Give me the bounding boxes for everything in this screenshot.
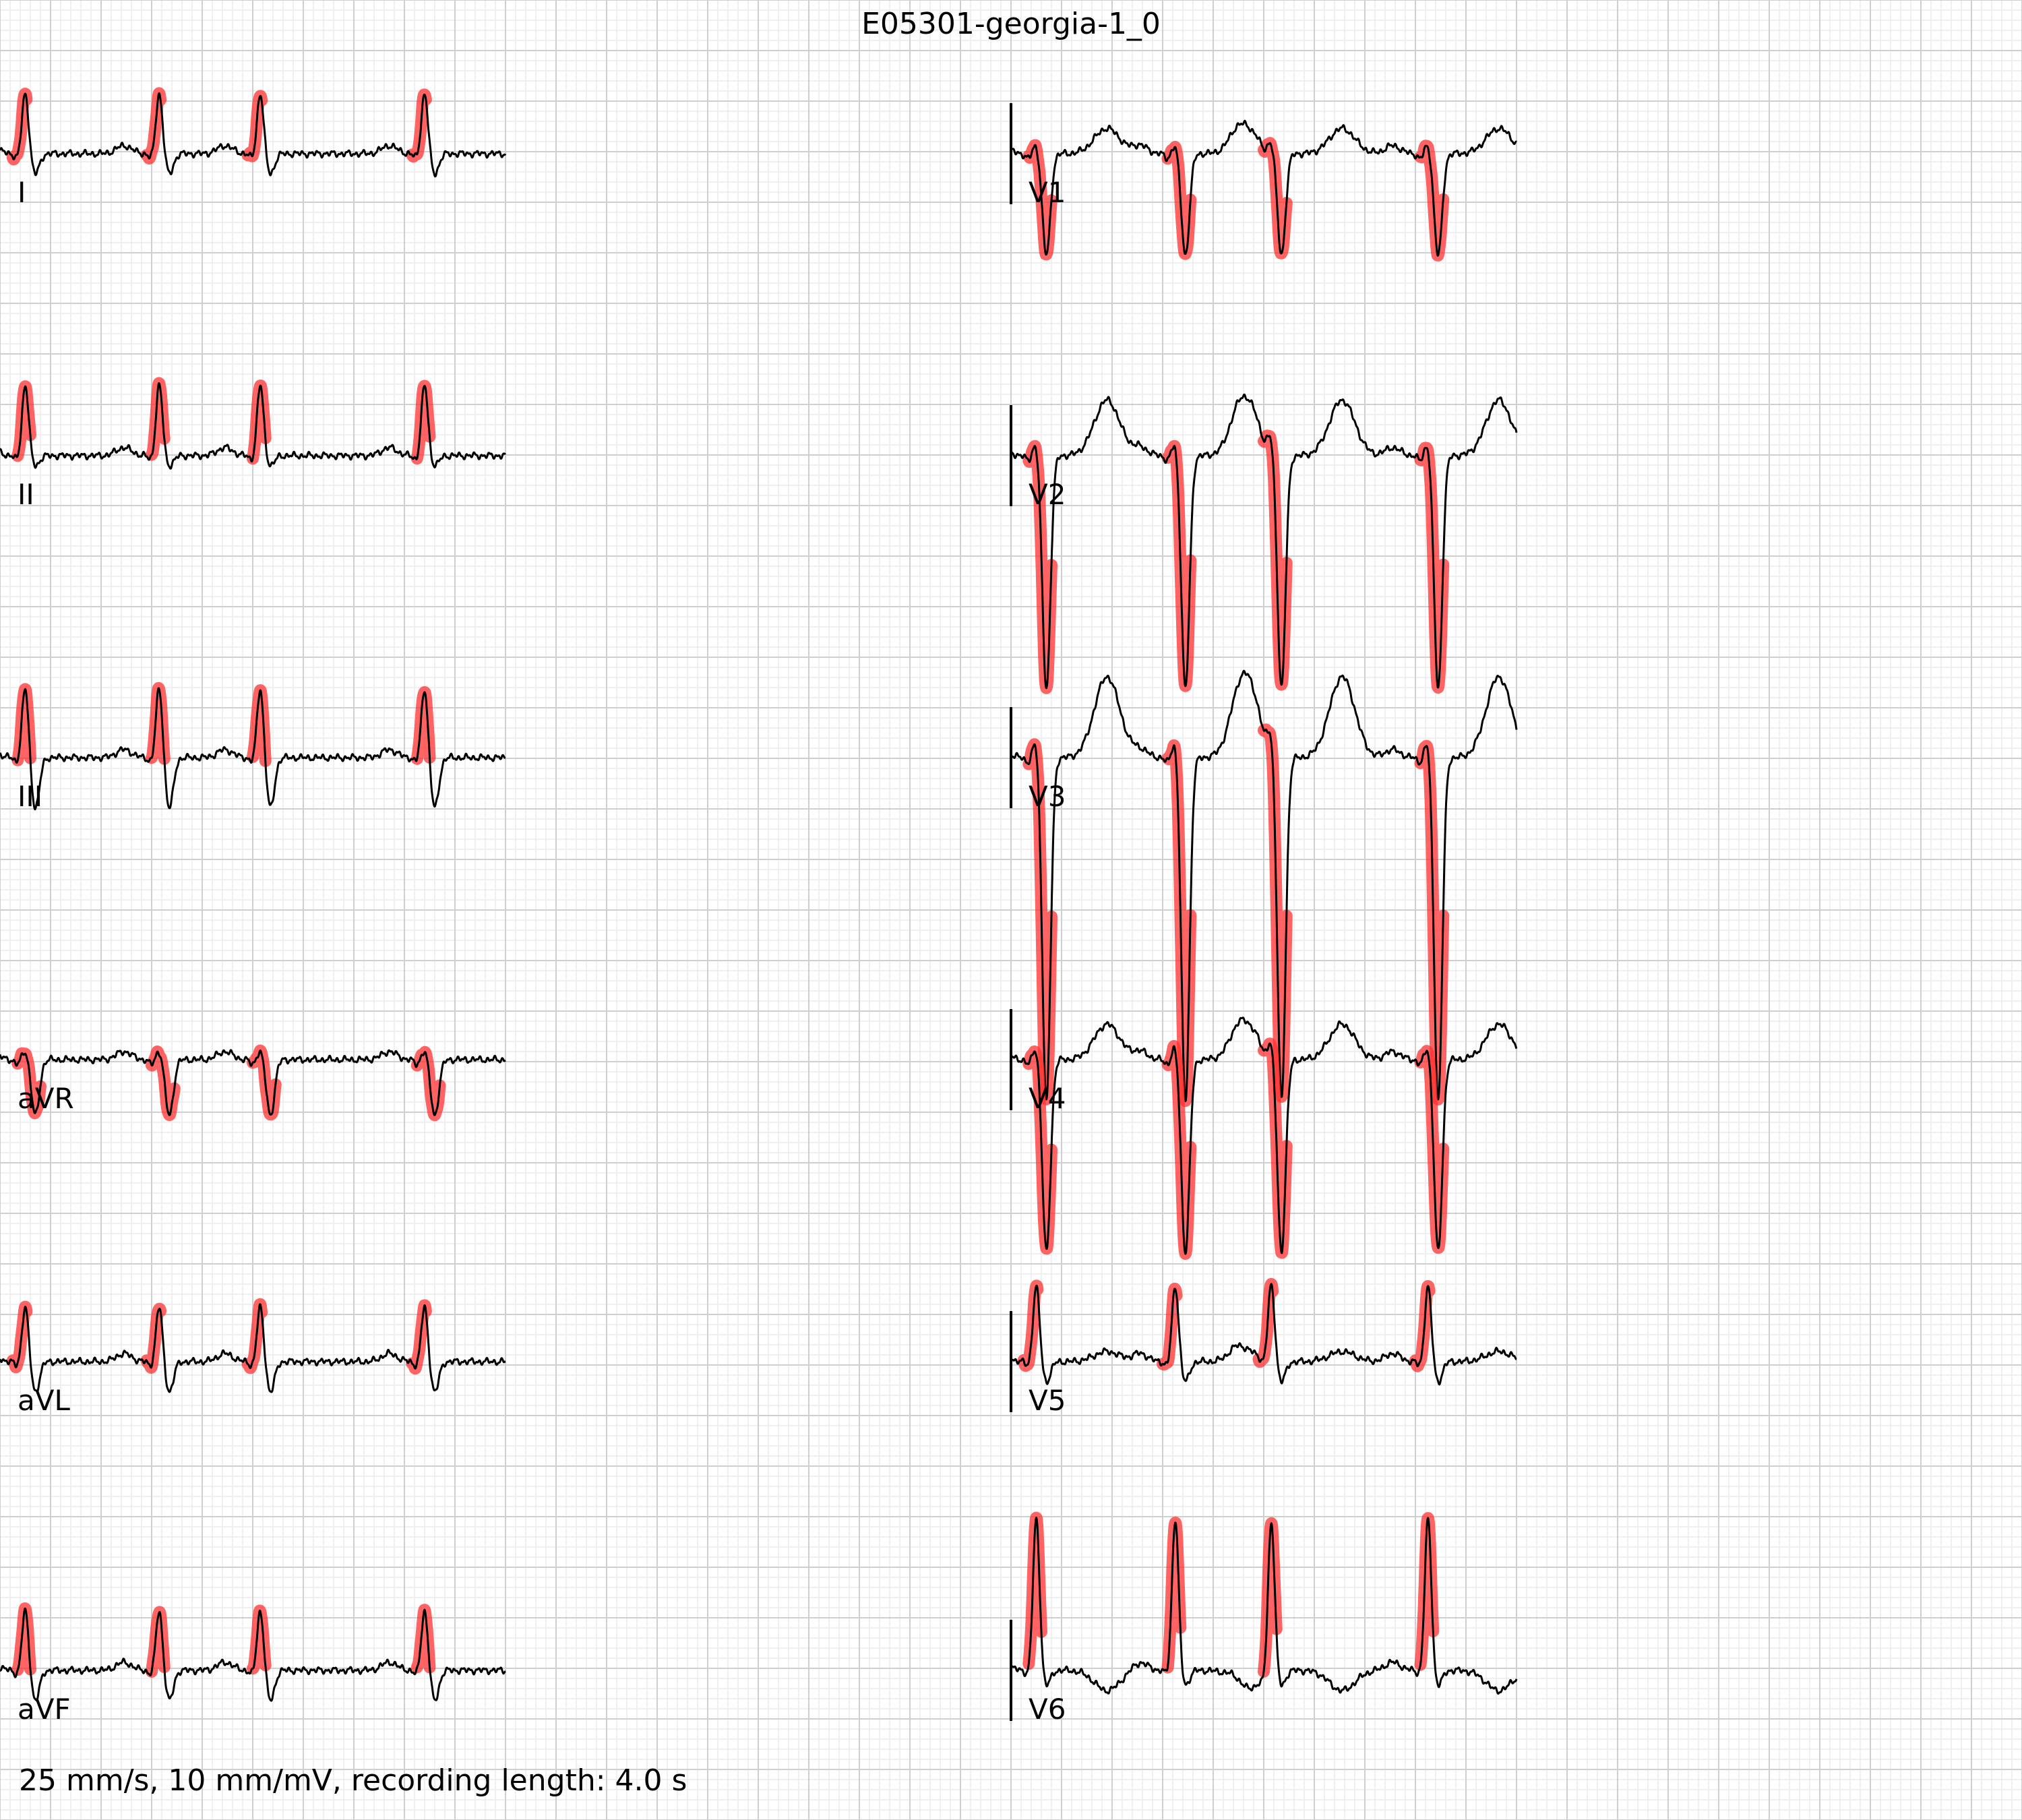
lead-label-iii: III: [18, 780, 42, 813]
trace-v5: [1010, 1283, 1517, 1386]
lead-label-avr: aVR: [18, 1082, 74, 1115]
trace-iii: [0, 687, 506, 811]
chart-footer: 25 mm/s, 10 mm/mV, recording length: 4.0…: [19, 1763, 687, 1798]
trace-avf: [0, 1607, 506, 1702]
chart-title: E05301-georgia-1_0: [861, 7, 1161, 41]
trace-ii: [0, 382, 507, 470]
lead-label-ii: II: [18, 478, 34, 511]
lead-label-v3: V3: [1029, 780, 1066, 813]
lead-label-v2: V2: [1029, 478, 1066, 511]
trace-v3: [1010, 669, 1518, 1102]
ecg-traces: [0, 87, 1518, 1721]
lead-label-v6: V6: [1029, 1693, 1066, 1726]
lead-label-i: I: [18, 176, 26, 209]
lead-label-v4: V4: [1029, 1082, 1066, 1115]
lead-label-avl: aVL: [18, 1384, 70, 1417]
trace-v4: [1010, 1017, 1518, 1255]
lead-label-v1: V1: [1029, 176, 1066, 209]
trace-v6: [1010, 1517, 1518, 1695]
trace-avr: [0, 1049, 506, 1116]
trace-v1: [1010, 119, 1517, 257]
lead-label-avf: aVF: [18, 1693, 71, 1726]
trace-avl: [0, 1303, 506, 1393]
trace-i: [0, 92, 507, 178]
lead-label-v5: V5: [1029, 1384, 1066, 1417]
trace-v2: [1010, 393, 1518, 690]
